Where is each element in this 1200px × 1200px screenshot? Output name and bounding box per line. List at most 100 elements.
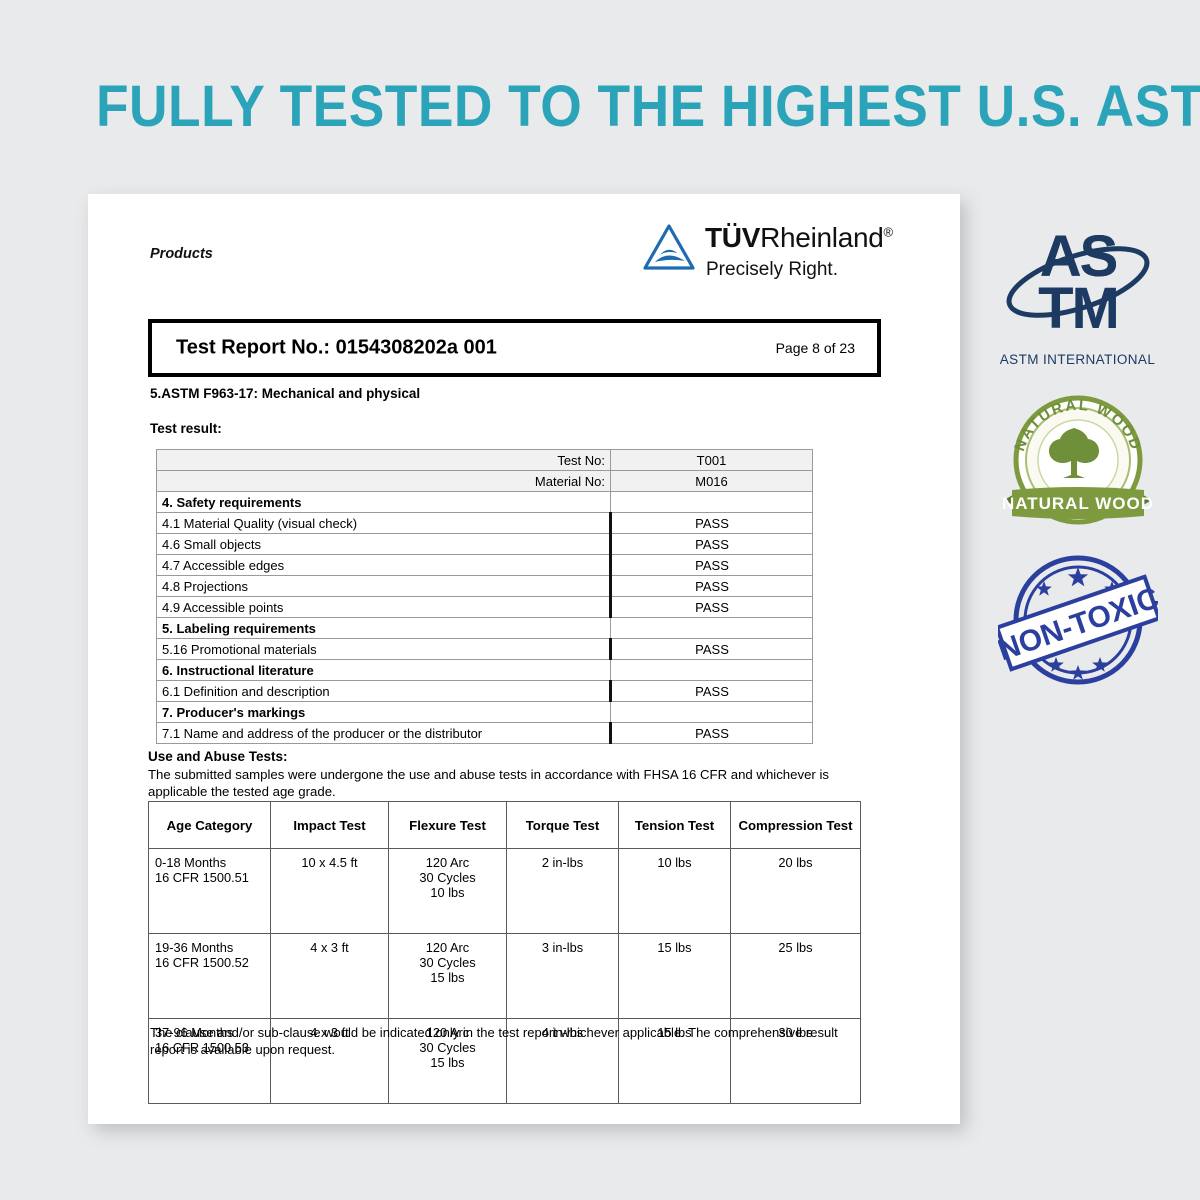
tuv-tagline: Precisely Right. <box>706 259 838 280</box>
section-row-value <box>610 701 813 723</box>
natural-wood-badge: NATURAL WOOD NATURAL WOOD <box>975 380 1180 545</box>
use-and-abuse-table-body: 0-18 Months 16 CFR 1500.51 10 x 4.5 ft 1… <box>148 848 861 1104</box>
compression-cell: 25 lbs <box>730 933 861 1019</box>
table-header-row: Age Category Impact Test Flexure Test To… <box>148 801 861 849</box>
requirement-result: PASS <box>609 512 813 534</box>
section-row-value <box>610 659 813 681</box>
column-header-impact-test: Impact Test <box>270 801 389 849</box>
tension-cell: 15 lbs <box>618 1018 731 1104</box>
table-row: 4. Safety requirements <box>156 491 813 513</box>
requirement-result: PASS <box>609 638 813 660</box>
test-no-value: T001 <box>610 449 813 471</box>
results-table-body: Test No: T001 Material No: M016 4. Safet… <box>156 449 813 744</box>
torque-cell: 4 in-lbs <box>506 1018 619 1104</box>
svg-text:NATURAL WOOD: NATURAL WOOD <box>1001 494 1153 513</box>
requirement-label: 4.6 Small objects <box>156 533 611 555</box>
svg-text:AS: AS <box>1039 224 1116 289</box>
requirement-result: PASS <box>609 596 813 618</box>
products-label: Products <box>150 246 213 262</box>
requirement-label: 6.1 Definition and description <box>156 680 611 702</box>
results-table: Test No: T001 Material No: M016 4. Safet… <box>156 449 813 744</box>
test-report-document: Products TÜVRheinland® Precisely Right. … <box>88 194 960 1124</box>
table-row: Test No: T001 <box>156 449 813 471</box>
table-row: 37-96 Months 16 CFR 1500.53 4 x 3 ft 120… <box>148 1018 861 1104</box>
section-row-label: 6. Instructional literature <box>156 659 611 681</box>
requirement-result: PASS <box>609 722 813 744</box>
non-toxic-badge: NON-TOXIC <box>975 545 1180 705</box>
table-row: 6.1 Definition and description PASS <box>156 680 813 702</box>
table-row: 19-36 Months 16 CFR 1500.52 4 x 3 ft 120… <box>148 933 861 1019</box>
age-category-cell: 37-96 Months 16 CFR 1500.53 <box>148 1018 271 1104</box>
page-number: Page 8 of 23 <box>775 340 855 356</box>
astm-caption: ASTM INTERNATIONAL <box>999 352 1156 367</box>
material-no-value: M016 <box>610 470 813 492</box>
flexure-cell: 120 Arc 30 Cycles 10 lbs <box>388 848 507 934</box>
use-and-abuse-description: The submitted samples were undergone the… <box>148 767 829 799</box>
torque-cell: 2 in-lbs <box>506 848 619 934</box>
table-row: 7. Producer's markings <box>156 701 813 723</box>
compression-cell: 20 lbs <box>730 848 861 934</box>
page-headline: FULLY TESTED TO THE HIGHEST U.S. ASTM <box>96 74 1200 139</box>
requirement-label: 4.8 Projections <box>156 575 611 597</box>
material-no-label: Material No: <box>156 470 611 492</box>
column-header-flexure-test: Flexure Test <box>388 801 507 849</box>
requirement-label: 4.1 Material Quality (visual check) <box>156 512 611 534</box>
compression-cell: 30 lbs <box>730 1018 861 1104</box>
table-row: 4.7 Accessible edges PASS <box>156 554 813 576</box>
column-header-tension-test: Tension Test <box>618 801 731 849</box>
age-category-cell: 0-18 Months 16 CFR 1500.51 <box>148 848 271 934</box>
document-header: Products TÜVRheinland® Precisely Right. <box>88 194 960 302</box>
table-row: 4.1 Material Quality (visual check) PASS <box>156 512 813 534</box>
age-category-cell: 19-36 Months 16 CFR 1500.52 <box>148 933 271 1019</box>
table-row: 5.16 Promotional materials PASS <box>156 638 813 660</box>
column-header-compression-test: Compression Test <box>730 801 861 849</box>
use-and-abuse-table-head: Age Category Impact Test Flexure Test To… <box>148 801 861 849</box>
table-row: 4.9 Accessible points PASS <box>156 596 813 618</box>
certification-badges: AS TM AS ASTM INTERNATIONAL NATURAL WOOD <box>975 210 1180 705</box>
impact-cell: 10 x 4.5 ft <box>270 848 389 934</box>
requirement-result: PASS <box>609 533 813 555</box>
footnote-text: The clause and/or sub-clause would be in… <box>150 1025 838 1057</box>
section-row-label: 5. Labeling requirements <box>156 617 611 639</box>
impact-cell: 4 x 3 ft <box>270 933 389 1019</box>
section-row-value <box>610 617 813 639</box>
requirement-label: 4.9 Accessible points <box>156 596 611 618</box>
test-result-label: Test result: <box>150 421 222 436</box>
flexure-cell: 120 Arc 30 Cycles 15 lbs <box>388 933 507 1019</box>
tuv-rheinland-logo: TÜVRheinland® Precisely Right. <box>643 222 905 294</box>
tuv-triangle-icon <box>643 224 695 270</box>
section-row-label: 4. Safety requirements <box>156 491 611 513</box>
use-and-abuse-table: Age Category Impact Test Flexure Test To… <box>148 801 861 1104</box>
requirement-result: PASS <box>609 680 813 702</box>
astm-international-badge: AS TM AS ASTM INTERNATIONAL <box>975 210 1180 380</box>
tuv-brand-bold: TÜV <box>705 222 761 253</box>
tension-cell: 10 lbs <box>618 848 731 934</box>
astm-international-logo: AS TM AS <box>1006 224 1149 341</box>
report-number: Test Report No.: 0154308202a 001 <box>176 336 497 359</box>
natural-wood-seal: NATURAL WOOD NATURAL WOOD <box>1001 395 1153 525</box>
report-number-box: Test Report No.: 0154308202a 001 Page 8 … <box>148 319 881 377</box>
column-header-torque-test: Torque Test <box>506 801 619 849</box>
non-toxic-stamp: NON-TOXIC <box>997 555 1158 685</box>
table-row: 4.6 Small objects PASS <box>156 533 813 555</box>
requirement-label: 4.7 Accessible edges <box>156 554 611 576</box>
tuv-brand-regular: Rheinland <box>760 222 884 253</box>
section-row-label: 7. Producer's markings <box>156 701 611 723</box>
table-row: 0-18 Months 16 CFR 1500.51 10 x 4.5 ft 1… <box>148 848 861 934</box>
requirement-result: PASS <box>609 575 813 597</box>
requirement-result: PASS <box>609 554 813 576</box>
use-and-abuse-title: Use and Abuse Tests: <box>148 749 288 764</box>
section-title: 5.ASTM F963-17: Mechanical and physical <box>150 386 421 401</box>
section-row-value <box>610 491 813 513</box>
table-row: 7.1 Name and address of the producer or … <box>156 722 813 744</box>
flexure-cell: 120 Arc 30 Cycles 15 lbs <box>388 1018 507 1104</box>
table-row: 6. Instructional literature <box>156 659 813 681</box>
test-no-label: Test No: <box>156 449 611 471</box>
table-row: Material No: M016 <box>156 470 813 492</box>
tension-cell: 15 lbs <box>618 933 731 1019</box>
requirement-label: 7.1 Name and address of the producer or … <box>156 722 611 744</box>
table-row: 5. Labeling requirements <box>156 617 813 639</box>
column-header-age-category: Age Category <box>148 801 271 849</box>
table-row: 4.8 Projections PASS <box>156 575 813 597</box>
tuv-wordmark: TÜVRheinland® <box>705 222 893 254</box>
